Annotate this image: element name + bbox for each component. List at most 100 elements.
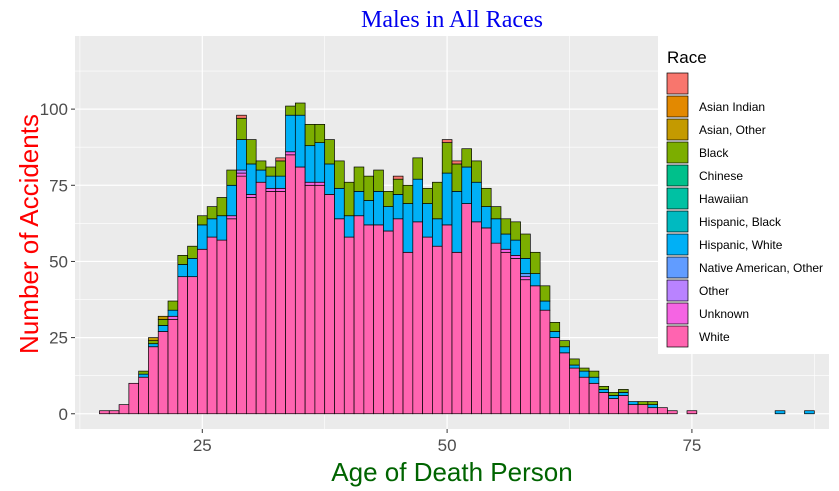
bar-segment bbox=[588, 382, 600, 415]
legend-label: Hawaiian bbox=[699, 192, 748, 206]
bar-segment bbox=[363, 224, 375, 415]
bar-segment bbox=[197, 224, 208, 250]
bar-segment bbox=[432, 245, 443, 415]
bar-segment bbox=[559, 346, 570, 354]
bar-segment bbox=[529, 251, 541, 274]
bar-segment bbox=[226, 184, 237, 217]
bar-segment bbox=[343, 215, 355, 238]
bar-segment bbox=[324, 139, 335, 165]
legend-title: Race bbox=[667, 48, 707, 67]
bar-segment bbox=[294, 114, 306, 168]
bar-segment bbox=[236, 169, 247, 174]
bar-segment bbox=[432, 181, 443, 220]
bar-segment bbox=[569, 358, 580, 366]
legend-key bbox=[666, 164, 689, 187]
bar-segment bbox=[236, 175, 247, 415]
bar-segment bbox=[510, 239, 521, 256]
bar-segment bbox=[275, 160, 286, 177]
bar-segment bbox=[99, 410, 110, 415]
bar-segment bbox=[471, 181, 482, 223]
legend-label: Hispanic, Black bbox=[699, 215, 782, 229]
x-axis-ticks: 25 50 75 bbox=[193, 429, 701, 455]
bar-segment bbox=[559, 352, 570, 415]
bar-segment bbox=[608, 395, 619, 399]
legend-label: Native American, Other bbox=[699, 261, 823, 275]
bar-segment bbox=[510, 254, 521, 259]
legend-key bbox=[666, 72, 689, 95]
bar-segment bbox=[490, 206, 502, 220]
bar-segment bbox=[206, 218, 218, 238]
bar-segment bbox=[608, 392, 619, 396]
y-tick-label: 75 bbox=[49, 176, 68, 195]
bar-segment bbox=[353, 215, 365, 415]
bar-segment bbox=[481, 187, 492, 207]
chart-title: Males in All Races bbox=[361, 7, 543, 33]
y-tick-label: 25 bbox=[49, 329, 68, 348]
bar-segment bbox=[157, 331, 169, 415]
bar-segment bbox=[187, 245, 198, 259]
bar-segment bbox=[422, 187, 433, 204]
x-tick-label: 50 bbox=[438, 436, 457, 455]
bar-segment bbox=[314, 142, 326, 183]
bar-segment bbox=[471, 221, 482, 415]
y-axis-ticks: 0 25 50 75 100 bbox=[40, 100, 75, 424]
bar-segment bbox=[578, 376, 590, 415]
bar-segment bbox=[686, 410, 698, 415]
bar-segment bbox=[177, 264, 188, 278]
bar-segment bbox=[304, 145, 316, 183]
bar-segment bbox=[314, 184, 326, 415]
legend-label: Chinese bbox=[699, 169, 743, 183]
bar-segment bbox=[167, 300, 179, 311]
legend-label: Unknown bbox=[699, 307, 749, 321]
bar-segment bbox=[255, 181, 267, 415]
bar-segment bbox=[539, 285, 551, 302]
bar-segment bbox=[461, 148, 472, 168]
bar-segment bbox=[598, 385, 610, 390]
bar-segment bbox=[441, 224, 453, 415]
bar-segment bbox=[549, 337, 561, 415]
bar-segment bbox=[363, 200, 375, 226]
legend-label: Other bbox=[699, 284, 729, 298]
bar-segment bbox=[373, 169, 384, 192]
legend-key bbox=[666, 210, 689, 233]
bar-segment bbox=[265, 175, 277, 189]
bar-segment bbox=[402, 184, 414, 204]
x-axis-label: Age of Death Person bbox=[331, 457, 572, 487]
legend-key bbox=[666, 256, 689, 279]
bar-segment bbox=[343, 236, 355, 415]
bar-segment bbox=[314, 123, 326, 143]
bar-segment bbox=[187, 258, 198, 278]
bar-segment bbox=[138, 373, 149, 378]
bar-segment bbox=[265, 187, 277, 192]
bar-segment bbox=[578, 367, 590, 372]
bar-segment bbox=[529, 273, 541, 287]
bar-segment bbox=[118, 404, 130, 415]
bar-segment bbox=[304, 184, 316, 415]
bar-segment bbox=[520, 258, 531, 274]
bar-segment bbox=[148, 340, 159, 345]
bar-segment bbox=[275, 187, 286, 192]
bar-segment bbox=[627, 404, 639, 415]
bar-segment bbox=[343, 181, 355, 217]
bar-segment bbox=[177, 276, 188, 415]
bar-segment bbox=[285, 154, 296, 415]
bar-segment bbox=[637, 401, 649, 405]
bar-segment bbox=[226, 218, 237, 415]
bar-segment bbox=[451, 251, 463, 415]
bar-segment bbox=[588, 376, 600, 384]
bar-segment bbox=[402, 251, 414, 415]
legend: Race Asian Indian Asian, Other Black Chines… bbox=[658, 36, 839, 354]
bar-segment bbox=[334, 160, 345, 189]
bar-segment bbox=[275, 191, 286, 415]
bar-segment bbox=[255, 160, 267, 171]
bar-segment bbox=[647, 401, 658, 405]
bar-segment bbox=[246, 139, 257, 165]
bar-segment bbox=[294, 102, 306, 116]
bar-segment bbox=[236, 114, 247, 119]
bar-segment bbox=[236, 172, 247, 177]
bar-segment bbox=[216, 197, 228, 217]
bar-segment bbox=[265, 166, 277, 177]
bar-segment bbox=[529, 285, 541, 415]
bar-segment bbox=[441, 139, 453, 143]
